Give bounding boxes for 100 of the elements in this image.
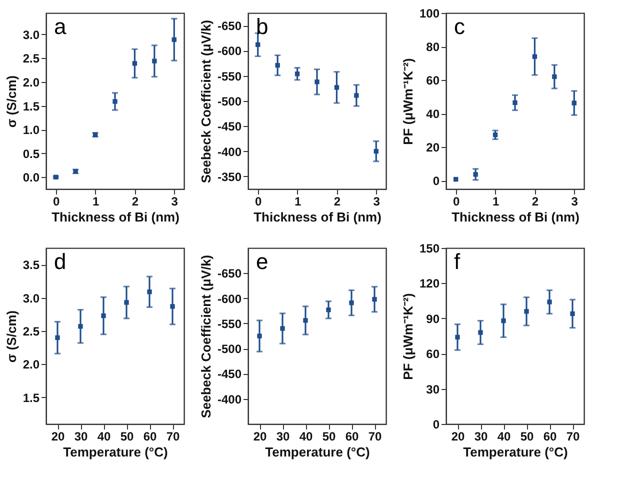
x-axis-title: Temperature (°C) — [463, 444, 568, 460]
x-axis-title: Thickness of Bi (nm) — [52, 210, 180, 224]
x-tick-label: 50 — [322, 430, 336, 444]
point — [334, 85, 340, 90]
x-tick-label: 70 — [566, 430, 580, 444]
x-tick-label: 30 — [474, 430, 488, 444]
x-tick-label: 0 — [255, 194, 262, 208]
y-tick-label: 60 — [426, 74, 440, 88]
y-tick-label: -450 — [217, 367, 242, 382]
point — [473, 172, 478, 177]
point — [354, 93, 359, 98]
point — [256, 42, 260, 48]
x-tick-label: 70 — [368, 430, 382, 444]
point — [124, 300, 129, 305]
y-tick-label: -600 — [217, 292, 242, 306]
point — [570, 311, 575, 316]
x-tick-label: 60 — [345, 430, 359, 444]
point — [314, 80, 320, 84]
y-axis-title: σ (S/cm) — [4, 75, 19, 128]
y-tick-label: 2.5 — [22, 324, 40, 339]
y-tick-label: 100 — [419, 6, 440, 20]
x-tick-label: 2 — [532, 194, 539, 208]
y-axis-title: Seebeck Coefficient (μV/k) — [198, 254, 214, 418]
y-tick-label: 30 — [426, 382, 440, 396]
y-tick-label: -500 — [217, 342, 242, 356]
y-tick-label: 80 — [426, 40, 440, 54]
point — [101, 313, 106, 318]
point — [501, 318, 506, 324]
point — [280, 326, 285, 331]
point — [275, 62, 280, 68]
x-tick-label: 2 — [334, 194, 341, 208]
x-tick-label: 40 — [299, 430, 313, 444]
point — [147, 289, 152, 294]
y-tick-label: 2.0 — [22, 358, 40, 372]
y-tick-label: -600 — [217, 44, 242, 58]
x-tick-label: 20 — [253, 430, 267, 444]
y-tick-label: -650 — [217, 19, 242, 34]
y-tick-label: 150 — [419, 242, 440, 256]
annotation: b — [256, 14, 268, 39]
point — [172, 37, 176, 42]
point — [170, 304, 175, 309]
x-tick-label: 1 — [294, 194, 302, 208]
y-axis-title: Seebeck Coefficient (μV/k) — [198, 20, 214, 184]
annotation: c — [454, 14, 465, 39]
y-tick-label: 1.0 — [22, 123, 40, 138]
y-tick-label: 60 — [426, 347, 440, 362]
y-tick-label: -400 — [217, 144, 242, 159]
point — [132, 61, 138, 66]
x-tick-label: 30 — [276, 430, 290, 444]
point — [552, 74, 557, 80]
x-axis-title: Temperature (°C) — [63, 444, 168, 460]
x-tick-label: 1 — [92, 194, 100, 208]
y-tick-label: 0 — [432, 174, 440, 188]
annotation: e — [256, 249, 268, 274]
y-tick-label: -550 — [217, 69, 242, 84]
y-tick-label: 40 — [426, 107, 440, 122]
x-tick-label: 3 — [171, 194, 178, 208]
point — [532, 54, 538, 59]
point — [326, 308, 331, 312]
point — [547, 300, 552, 304]
x-tick-label: 20 — [451, 430, 465, 444]
y-tick-label: 0.0 — [22, 170, 40, 185]
y-tick-label: -400 — [217, 392, 242, 406]
x-tick-label: 60 — [543, 430, 557, 444]
y-tick-label: 0.5 — [22, 146, 40, 161]
point — [257, 334, 262, 338]
y-tick-label: 120 — [419, 276, 440, 291]
point — [294, 72, 300, 76]
x-axis-title: Temperature (°C) — [265, 444, 370, 460]
point — [303, 318, 308, 323]
point — [55, 335, 60, 340]
x-tick-label: 50 — [520, 430, 534, 444]
point — [112, 99, 118, 104]
y-axis-title: σ (S/cm) — [4, 310, 19, 363]
y-tick-label: 1.5 — [22, 99, 40, 114]
y-tick-label: 1.5 — [22, 390, 40, 405]
y-tick-label: 3.0 — [22, 291, 40, 306]
y-tick-label: -450 — [217, 120, 242, 134]
y-tick-label: 2.0 — [22, 75, 40, 90]
point — [572, 100, 576, 106]
x-tick-label: 0 — [53, 194, 60, 208]
x-tick-label: 0 — [453, 194, 460, 208]
annotation: d — [54, 249, 66, 274]
x-tick-label: 20 — [51, 430, 65, 444]
point — [524, 309, 529, 314]
y-tick-label: 90 — [426, 312, 440, 326]
x-tick-label: 3 — [571, 194, 578, 208]
x-tick-label: 70 — [166, 430, 180, 444]
point — [372, 296, 377, 302]
y-tick-label: 0 — [432, 418, 440, 432]
y-tick-label: 20 — [426, 140, 440, 155]
x-tick-label: 30 — [74, 430, 88, 444]
x-tick-label: 50 — [120, 430, 134, 444]
annotation: a — [54, 14, 67, 39]
y-tick-label: 2.5 — [22, 52, 40, 66]
y-tick-label: -650 — [217, 266, 242, 281]
y-tick-label: 3.0 — [22, 28, 40, 42]
y-tick-label: -550 — [217, 316, 242, 331]
x-axis-title: Thickness of Bi (nm) — [452, 210, 580, 224]
y-axis-title: PF (μWm⁻¹K⁻²) — [400, 293, 416, 380]
